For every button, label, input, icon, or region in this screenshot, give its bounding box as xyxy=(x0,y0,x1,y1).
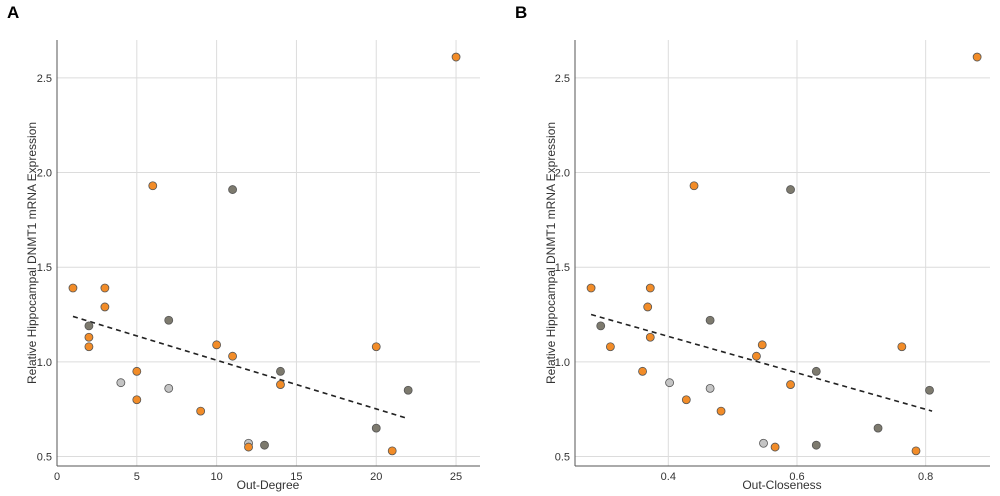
panel-a-point-orange xyxy=(100,302,110,312)
panel-b-point-dark xyxy=(811,440,821,450)
panel-b-ytick-label: 1.0 xyxy=(555,357,570,369)
panel-b-x-title: Out-Closeness xyxy=(742,478,821,492)
panel-b-point-orange xyxy=(716,406,726,416)
panel-a-ytick-label: 1.0 xyxy=(37,357,52,369)
panel-b-trendline xyxy=(590,313,933,412)
panel-b-point-orange xyxy=(972,52,982,62)
panel-a-x-title: Out-Degree xyxy=(237,478,300,492)
panel-b-point-orange xyxy=(638,366,647,376)
panel-b-point-dark xyxy=(811,366,821,376)
panel-b-ytick-label: 2.0 xyxy=(555,168,570,180)
panel-a-point-dark xyxy=(260,440,269,450)
panel-b-point-orange xyxy=(605,342,615,352)
panel-a-point-orange xyxy=(212,340,222,350)
panel-a-point-orange xyxy=(100,283,110,293)
panel-a-xtick-label: 10 xyxy=(210,471,222,483)
panel-a-ytick-label: 1.5 xyxy=(37,262,52,274)
panel-b-point-orange xyxy=(643,302,653,312)
panel-b-point-light xyxy=(705,383,715,393)
panel-a-point-dark xyxy=(84,321,94,331)
panel-b-point-light xyxy=(759,438,768,448)
panel-a-trendline xyxy=(72,315,409,420)
panel-a-ticks: 0.5 1.0 1.5 2.0 2.5 0 5 10 15 20 25 xyxy=(37,73,462,483)
panel-a-ytick-label: 2.5 xyxy=(37,73,52,85)
panel-b-point-light xyxy=(665,378,674,388)
panel-b-ytick-label: 1.5 xyxy=(555,262,570,274)
panel-a-point-orange xyxy=(387,446,397,456)
panel-b-point-orange xyxy=(689,181,699,191)
panel-a-point-orange xyxy=(451,52,461,62)
panel-b: B 0.5 1.0 1.5 2.0 2.5 0.4 0.6 0.8 Out-Closeness… xyxy=(515,3,990,492)
panel-b-point-orange xyxy=(681,395,691,405)
panel-a-point-orange xyxy=(244,442,253,452)
panel-a-point-dark xyxy=(371,423,381,433)
panel-a-point-orange xyxy=(276,380,285,389)
panel-a-point-light xyxy=(116,378,126,388)
panel-b-point-orange xyxy=(645,283,655,293)
panel-a-point-orange xyxy=(68,283,78,293)
panel-b-point-orange xyxy=(770,442,780,452)
panel-b-ticks: 0.5 1.0 1.5 2.0 2.5 0.4 0.6 0.8 xyxy=(555,73,934,483)
panel-b-point-orange xyxy=(757,340,767,350)
panel-a-xtick-label: 20 xyxy=(370,471,382,483)
panel-a-ytick-label: 0.5 xyxy=(37,452,52,464)
panel-b-label: B xyxy=(515,3,527,22)
panel-a-grid xyxy=(56,40,480,466)
panel-a-point-dark xyxy=(403,385,413,395)
panel-a-y-title: Relative Hippocampal DNMT1 mRNA Expressi… xyxy=(25,122,39,384)
panel-a-xtick-label: 0 xyxy=(54,471,60,483)
panel-b-point-dark xyxy=(705,315,715,325)
panel-a-points xyxy=(68,52,461,456)
panel-b-grid xyxy=(575,40,990,466)
panel-b-point-orange xyxy=(586,283,596,293)
panel-a-point-orange xyxy=(228,351,237,361)
panel-a-point-orange xyxy=(84,342,94,352)
panel-a-point-dark xyxy=(228,185,237,194)
panel-a-point-orange xyxy=(132,366,142,376)
panel-a-trend-line xyxy=(72,315,409,420)
panel-b-point-dark xyxy=(873,423,883,433)
panel-a-point-dark xyxy=(164,315,174,325)
panel-a-point-orange xyxy=(148,181,158,191)
panel-b-point-orange xyxy=(645,332,655,342)
panel-b-trend-line xyxy=(590,313,933,412)
panel-a-point-dark xyxy=(276,366,285,376)
panel-a-xtick-label: 5 xyxy=(134,471,140,483)
panel-a-ytick-label: 2.0 xyxy=(37,168,52,180)
panel-b-ytick-label: 2.5 xyxy=(555,73,570,85)
panel-b-point-orange xyxy=(911,446,921,456)
panel-a-point-orange xyxy=(371,342,381,352)
panel-b-ytick-label: 0.5 xyxy=(555,452,570,464)
panel-b-xtick-label: 0.8 xyxy=(918,471,933,483)
panel-b-point-orange xyxy=(752,351,761,361)
panel-a-point-orange xyxy=(196,406,206,416)
panel-b-points xyxy=(586,52,982,456)
panel-b-point-dark xyxy=(596,321,606,331)
panel-a-point-light xyxy=(164,383,174,393)
panel-b-point-orange xyxy=(786,380,795,389)
panel-b-xtick-label: 0.6 xyxy=(789,471,804,483)
panel-b-y-title: Relative Hippocampal DNMT1 mRNA Expressi… xyxy=(544,122,558,384)
panel-b-point-dark xyxy=(925,385,934,395)
panel-b-point-orange xyxy=(897,342,907,352)
panel-a: A 0.5 1.0 1.5 2.0 2.5 0 5 10 15 20 25 Out-Degree R… xyxy=(7,3,480,492)
panel-b-point-dark xyxy=(786,185,795,194)
panel-a-label: A xyxy=(7,3,19,22)
panel-a-xtick-label: 25 xyxy=(450,471,462,483)
panel-a-point-orange xyxy=(84,332,94,342)
panel-a-xtick-label: 15 xyxy=(290,471,302,483)
panel-a-point-orange xyxy=(132,395,142,405)
panel-b-xtick-label: 0.4 xyxy=(661,471,676,483)
